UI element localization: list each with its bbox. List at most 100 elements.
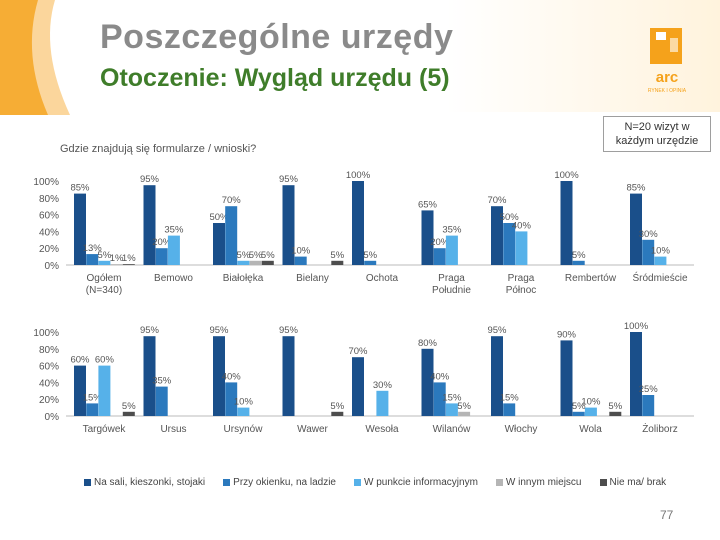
bar [609, 411, 622, 416]
y-tick-label: 20% [39, 395, 59, 406]
data-label: 70% [348, 346, 368, 357]
y-tick-label: 80% [39, 345, 59, 356]
bar [74, 193, 86, 265]
data-label: 10% [651, 246, 671, 257]
category-label: Wola [579, 424, 602, 435]
legend-swatch [354, 479, 361, 486]
bar [167, 235, 180, 265]
legend-label: W innym miejscu [505, 477, 582, 488]
bar [433, 382, 446, 416]
data-label: 5% [237, 250, 251, 261]
y-tick-label: 60% [39, 211, 59, 222]
data-label: 60% [95, 355, 115, 366]
y-tick-label: 100% [33, 328, 59, 339]
data-label: 5% [98, 250, 112, 261]
legend-label: Przy okienku, na ladzie [233, 477, 336, 488]
bar [421, 210, 434, 265]
category-label: Ursus [160, 424, 186, 435]
data-label: 95% [140, 325, 160, 336]
legend-item: Nie ma/ brak [599, 477, 666, 488]
bar [630, 193, 642, 265]
bar [155, 386, 168, 416]
data-label: 13% [83, 243, 103, 254]
bar [331, 411, 344, 416]
bar [122, 264, 135, 265]
data-label: 70% [222, 195, 242, 206]
data-label: 35% [152, 376, 172, 387]
category-label: Praga [438, 273, 465, 284]
category-label: Wilanów [433, 424, 472, 435]
data-label: 5% [261, 250, 275, 261]
data-label: 85% [70, 183, 90, 194]
bar [491, 336, 503, 416]
chart-legend: Na sali, kieszonki, stojaki Przy okienku,… [84, 477, 666, 488]
y-tick-label: 60% [39, 362, 59, 373]
data-label: 40% [222, 371, 242, 382]
data-label: 20% [152, 237, 172, 248]
bar [458, 411, 471, 416]
category-label: Ursynów [224, 424, 264, 435]
bar [503, 223, 516, 265]
data-label: 90% [557, 329, 577, 340]
bar [294, 256, 307, 265]
data-label: 10% [581, 397, 601, 408]
bar [421, 348, 434, 416]
bar [654, 256, 667, 265]
data-label: 5% [572, 250, 586, 261]
bar [249, 260, 262, 265]
y-tick-label: 40% [39, 378, 59, 389]
bar [642, 239, 655, 265]
category-label: Bielany [296, 273, 329, 284]
bar [503, 403, 516, 416]
bar [122, 411, 135, 416]
category-label: Targówek [83, 424, 127, 435]
bar [560, 181, 573, 265]
page-subtitle: Otoczenie: Wygląd urzędu (5) [100, 64, 450, 92]
category-label: Wesoła [365, 424, 399, 435]
bar [155, 248, 168, 265]
category-label: Białołęka [223, 273, 264, 284]
bar [445, 403, 458, 416]
arc-logo: arc RYNEK I OPINIA [648, 28, 687, 94]
data-label: 65% [418, 199, 438, 210]
bar [261, 260, 274, 265]
bar [143, 185, 156, 265]
data-label: 95% [279, 325, 299, 336]
legend-item: W innym miejscu [495, 477, 582, 488]
bar [376, 390, 389, 416]
data-label: 50% [500, 212, 520, 223]
legend-swatch [599, 479, 607, 486]
data-label: 15% [83, 392, 103, 403]
data-label: 85% [626, 183, 646, 194]
legend-label: Na sali, kieszonki, stojaki [94, 477, 206, 488]
y-tick-label: 0% [45, 261, 60, 272]
bar [572, 260, 585, 265]
bar [491, 206, 503, 265]
data-label: 60% [70, 355, 90, 366]
category-label: Bemowo [154, 273, 193, 284]
category-label-line2: Północ [506, 285, 537, 296]
data-label: 10% [291, 246, 311, 257]
data-label: 5% [608, 401, 622, 412]
bar [237, 260, 250, 265]
header-band [0, 0, 720, 112]
data-label: 30% [373, 380, 393, 391]
bar [630, 332, 642, 416]
logo-tagline: RYNEK I OPINIA [648, 88, 687, 94]
data-label: 35% [164, 225, 184, 236]
bar [86, 254, 99, 265]
bar [110, 264, 123, 265]
category-label: Rembertów [565, 273, 617, 284]
data-label: 1% [110, 253, 124, 264]
data-label: 70% [487, 195, 507, 206]
category-label: Ogółem [86, 273, 121, 284]
bar [225, 206, 238, 265]
data-label: 50% [209, 212, 229, 223]
data-label: 100% [346, 170, 371, 181]
data-label: 5% [457, 401, 471, 412]
category-label: Włochy [505, 424, 538, 435]
data-label: 15% [442, 392, 462, 403]
bar [642, 395, 655, 416]
data-label: 5% [572, 401, 586, 412]
legend-swatch [84, 479, 91, 486]
